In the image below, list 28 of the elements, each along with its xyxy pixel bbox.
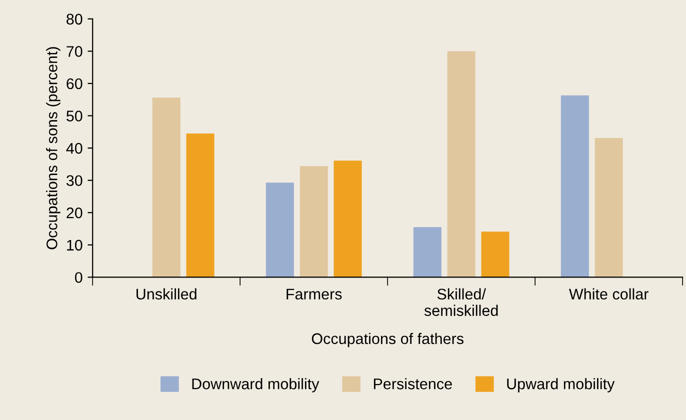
- y-tick-label: 70: [66, 46, 82, 57]
- bar: [413, 227, 442, 278]
- x-tick-label: White collar: [568, 288, 648, 300]
- y-tick-label: 20: [66, 207, 82, 218]
- bar: [334, 160, 362, 278]
- y-axis-title: Occupations of sons (percent): [46, 47, 60, 250]
- bar: [481, 232, 510, 278]
- legend-label: Downward mobility: [192, 378, 320, 392]
- legend-label: Upward mobility: [507, 378, 615, 392]
- x-tick-label: Skilled/ semiskilled: [424, 288, 498, 316]
- x-tick-label: Farmers: [286, 288, 342, 300]
- bar: [594, 138, 623, 278]
- y-tick-label: 80: [66, 14, 82, 25]
- bar: [300, 166, 328, 278]
- y-tick-label: 0: [74, 272, 82, 283]
- legend-label: Persistence: [374, 378, 452, 390]
- x-axis-title: Occupations of fathers: [312, 332, 464, 348]
- y-tick-label: 30: [66, 175, 82, 186]
- y-tick-label: 10: [67, 240, 82, 251]
- y-tick-label: 40: [66, 142, 82, 154]
- bar: [186, 134, 214, 278]
- x-tick-label: Unskilled: [136, 288, 196, 300]
- bar: [152, 98, 180, 278]
- y-tick-label: 50: [66, 110, 82, 122]
- bar: [447, 51, 476, 278]
- y-tick-label: 60: [66, 78, 82, 90]
- bar: [560, 95, 589, 278]
- bar: [266, 182, 294, 278]
